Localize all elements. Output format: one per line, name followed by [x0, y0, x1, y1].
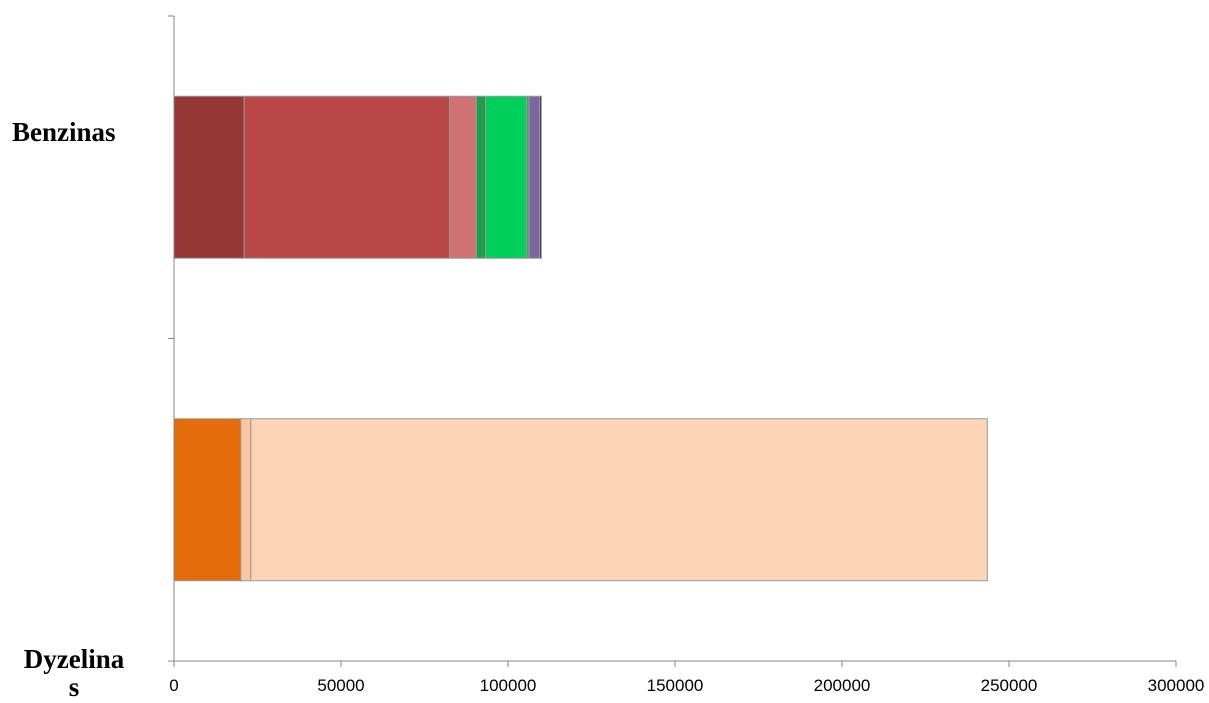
x-tick-label: 100000 [480, 676, 537, 695]
bar-segment [250, 418, 988, 582]
bar-segment [528, 95, 541, 259]
category-label-benzinas: Benzinas [12, 117, 116, 147]
x-tick-label: 200000 [814, 676, 871, 695]
x-tick-label: 0 [169, 676, 178, 695]
bar-segment [539, 95, 542, 259]
x-tick-label: 150000 [647, 676, 704, 695]
category-label-dyzelinas-line1: Dyzelina [23, 644, 125, 674]
category-label-dyzelinas: Dyzelina s [14, 643, 134, 703]
plot-area: 0 50000 100000 150000 200000 250000 300000 [168, 15, 1205, 695]
x-tick-label: 50000 [317, 676, 364, 695]
bar-segment [173, 95, 245, 259]
category-label-dyzelinas-line2: s [68, 672, 80, 702]
x-tick-label: 300000 [1148, 676, 1205, 695]
bar-segment [240, 418, 252, 582]
bar-segment [243, 95, 451, 259]
x-tick-label: 250000 [981, 676, 1038, 695]
bar-segment [449, 95, 477, 259]
bar-segment [475, 95, 487, 259]
bar-segment [485, 95, 527, 259]
bar-segment [173, 418, 242, 582]
